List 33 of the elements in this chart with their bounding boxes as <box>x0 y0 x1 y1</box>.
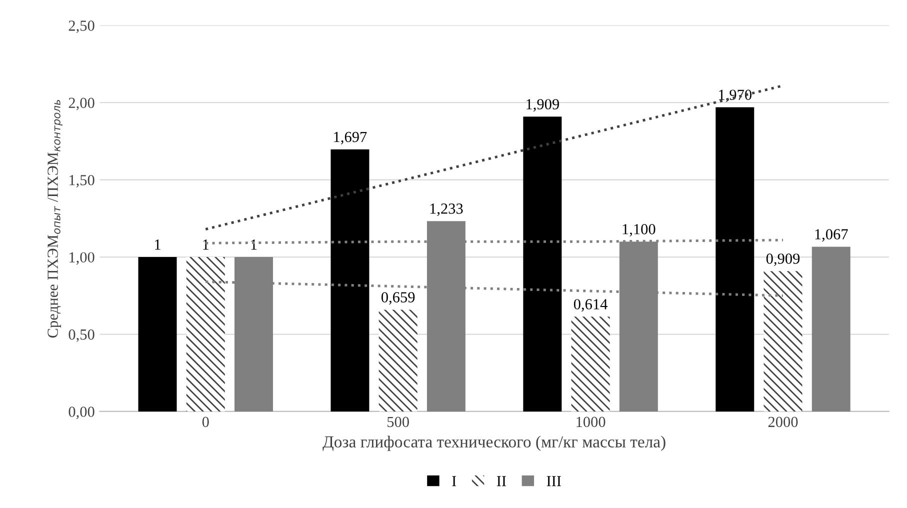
y-tick-label: 2,50 <box>68 20 94 34</box>
bar <box>378 310 418 412</box>
bar <box>716 107 754 412</box>
data-label: 1,909 <box>526 99 559 112</box>
x-tick-label: 500 <box>388 416 409 428</box>
data-label: 1,233 <box>430 204 463 216</box>
bar <box>812 246 850 412</box>
bar <box>330 149 370 412</box>
legend-label: I <box>452 476 456 486</box>
bar <box>764 271 802 412</box>
x-tick-label: 0 <box>202 416 209 428</box>
y-tick-label: 0,00 <box>68 406 94 420</box>
y-axis-title: Среднее ПХЭМ$_{опыт}$ /ПХЭМ$_{контроль}$ <box>48 100 62 338</box>
data-label: 1,697 <box>334 132 367 144</box>
y-tick-label: 0,50 <box>68 329 94 342</box>
bar <box>186 257 225 412</box>
data-label: 1,067 <box>815 229 848 242</box>
data-label: 0,909 <box>766 254 800 266</box>
y-tick-label: 1,50 <box>70 174 94 188</box>
bar <box>571 316 610 412</box>
y-tick-label: 1,00 <box>70 252 94 265</box>
data-label: 1 <box>155 240 160 250</box>
y-tick-label: 2,00 <box>68 98 94 110</box>
legend-label: II <box>496 476 506 486</box>
bar <box>523 116 562 412</box>
x-axis-title: Доза глифосата технического (мг/кг массы тела) <box>322 436 666 451</box>
data-label: 0,614 <box>574 299 608 312</box>
x-tick-label: 1000 <box>576 416 606 428</box>
x-tick-label: 2000 <box>768 416 798 428</box>
legend-label: III <box>546 476 561 486</box>
bar <box>138 257 177 412</box>
data-label: 0,659 <box>381 292 415 305</box>
data-label: 1,100 <box>622 224 656 237</box>
